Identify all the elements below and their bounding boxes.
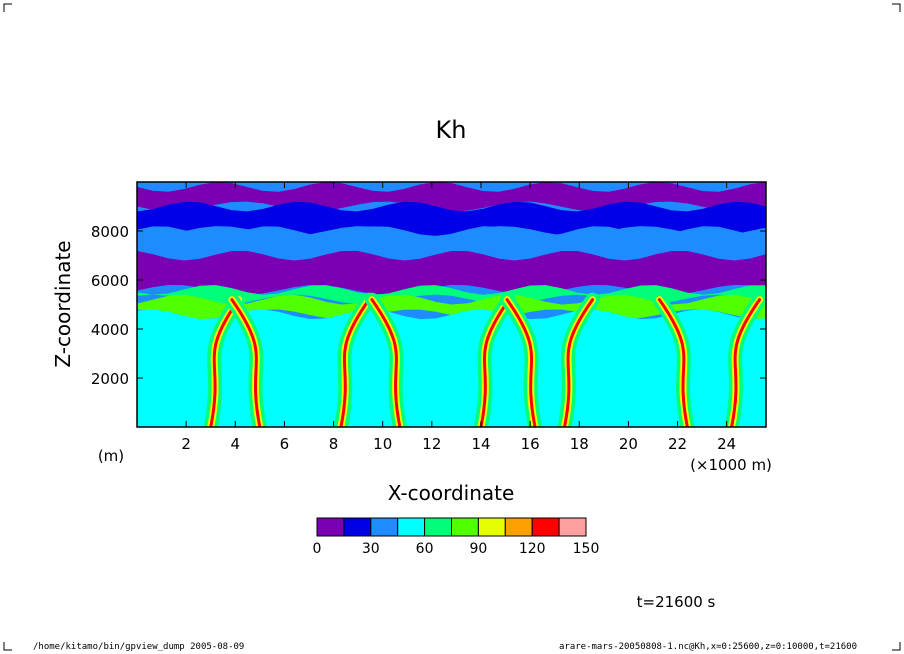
colorbar-tick-label: 30 bbox=[362, 541, 380, 557]
colorbar-tick-label: 60 bbox=[416, 541, 434, 557]
x-tick-label: 6 bbox=[280, 435, 290, 453]
x-tick-label: 2 bbox=[181, 435, 191, 453]
x-tick-label: 24 bbox=[717, 435, 736, 453]
chart-title: Kh bbox=[436, 116, 467, 144]
plume-core bbox=[339, 298, 371, 427]
x-unit-label: (×1000 m) bbox=[690, 456, 772, 474]
y-tick-label: 4000 bbox=[91, 321, 129, 339]
time-label: t=21600 s bbox=[637, 593, 716, 611]
colorbar-tick-label: 90 bbox=[469, 541, 487, 557]
colorbar-cell bbox=[531, 517, 560, 537]
plume-core bbox=[209, 298, 241, 427]
plume-core bbox=[230, 298, 262, 427]
colorbar-tick-label: 120 bbox=[519, 541, 546, 557]
plume-core bbox=[370, 298, 402, 427]
colorbar-cell bbox=[343, 517, 372, 537]
field-band bbox=[137, 285, 766, 305]
colorbar-tick-label: 150 bbox=[573, 541, 600, 557]
colorbar-tick-label: 0 bbox=[313, 541, 322, 557]
field-band bbox=[137, 250, 766, 295]
x-tick-label: 4 bbox=[231, 435, 241, 453]
footer-right: arare-mars-20050808-1.nc@Kh,x=0:25600,z=… bbox=[559, 642, 857, 652]
footer-left: /home/kitamo/bin/gpview_dump 2005-08-09 bbox=[33, 642, 244, 652]
plume-core bbox=[505, 298, 537, 427]
x-tick-label: 18 bbox=[570, 435, 589, 453]
x-tick-label: 8 bbox=[329, 435, 339, 453]
field-band bbox=[137, 226, 766, 261]
x-tick-label: 10 bbox=[373, 435, 392, 453]
colorbar: 0 30 60 90 120 150 bbox=[313, 517, 600, 557]
plume-core bbox=[479, 298, 511, 427]
x-tick-label: 22 bbox=[668, 435, 687, 453]
colorbar-cell bbox=[316, 517, 345, 537]
colorbar-cell bbox=[558, 517, 587, 537]
corner-marks bbox=[3, 3, 901, 651]
x-axis-label: X-coordinate bbox=[388, 481, 515, 505]
y-unit-label: (m) bbox=[98, 447, 124, 465]
plume-core bbox=[657, 298, 689, 427]
y-tick-label: 2000 bbox=[91, 370, 129, 388]
x-axis-ticks: 2 4 6 8 10 12 14 16 18 20 22 24 bbox=[181, 182, 736, 453]
y-axis-label: Z-coordinate bbox=[51, 240, 75, 367]
plumes-layer bbox=[203, 292, 766, 427]
colorbar-cell bbox=[370, 517, 399, 537]
plume-core bbox=[730, 298, 762, 427]
field-band bbox=[137, 309, 766, 427]
colorbar-cell bbox=[477, 517, 506, 537]
plot-area bbox=[137, 182, 766, 427]
plot-frame bbox=[136, 181, 767, 428]
colorbar-cell bbox=[424, 517, 453, 537]
x-tick-label: 12 bbox=[422, 435, 441, 453]
colorbar-cell bbox=[397, 517, 426, 537]
x-tick-label: 16 bbox=[521, 435, 540, 453]
plume-core bbox=[563, 298, 595, 427]
y-tick-label: 8000 bbox=[91, 223, 129, 241]
colorbar-cell bbox=[451, 517, 479, 537]
x-tick-label: 14 bbox=[471, 435, 490, 453]
colorbar-cell bbox=[504, 517, 533, 537]
y-tick-label: 6000 bbox=[91, 272, 129, 290]
x-tick-label: 20 bbox=[619, 435, 638, 453]
y-axis-ticks: 2000 4000 6000 8000 bbox=[91, 223, 766, 388]
